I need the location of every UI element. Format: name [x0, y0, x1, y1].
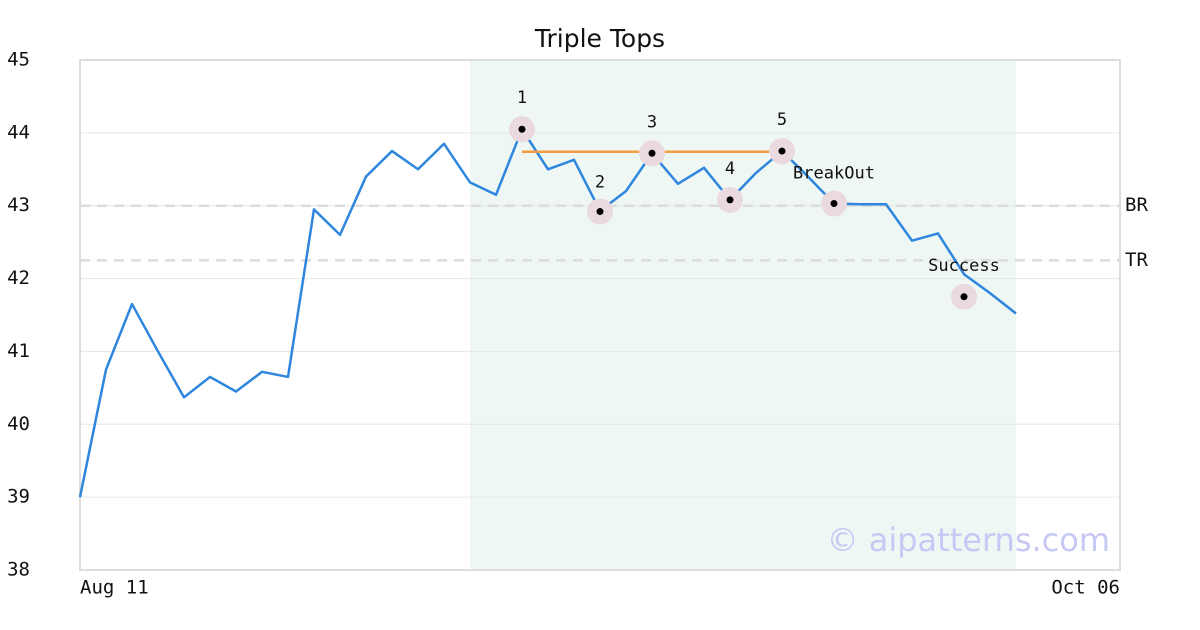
y-tick-label: 44 — [7, 121, 30, 143]
x-tick-label: Aug 11 — [80, 577, 149, 599]
annotation-label: 2 — [595, 173, 605, 193]
y-tick-label: 38 — [7, 559, 30, 581]
y-tick-label: 40 — [7, 413, 30, 435]
annotation-label: BreakOut — [793, 164, 875, 184]
annotation-dot — [960, 293, 968, 301]
price-line — [78, 127, 1017, 498]
reference-label: TR — [1125, 249, 1148, 271]
y-tick-label: 41 — [7, 340, 30, 362]
y-tick-label: 39 — [7, 486, 30, 508]
annotation-dot — [518, 125, 526, 133]
annotation-dot — [648, 149, 656, 157]
reference-label: BR — [1125, 194, 1148, 216]
plot-frame — [79, 59, 1121, 571]
annotation-dot — [596, 208, 604, 216]
annotation-label: 3 — [647, 112, 657, 132]
chart-title: Triple Tops — [534, 24, 665, 53]
y-tick-label: 43 — [7, 194, 30, 216]
annotation-dot — [726, 196, 734, 204]
watermark: © aipatterns.com — [827, 521, 1110, 559]
annotation-dot — [778, 147, 786, 155]
x-tick-label: Oct 06 — [1051, 577, 1120, 599]
annotation-label: 5 — [777, 110, 787, 130]
y-tick-label: 45 — [7, 49, 30, 71]
y-tick-label: 42 — [7, 267, 30, 289]
annotation-label: 4 — [725, 159, 735, 179]
shaded-region — [470, 60, 1016, 570]
annotation-dot — [830, 200, 838, 208]
annotation-label: 1 — [517, 88, 527, 108]
annotation-label: Success — [928, 256, 1000, 276]
